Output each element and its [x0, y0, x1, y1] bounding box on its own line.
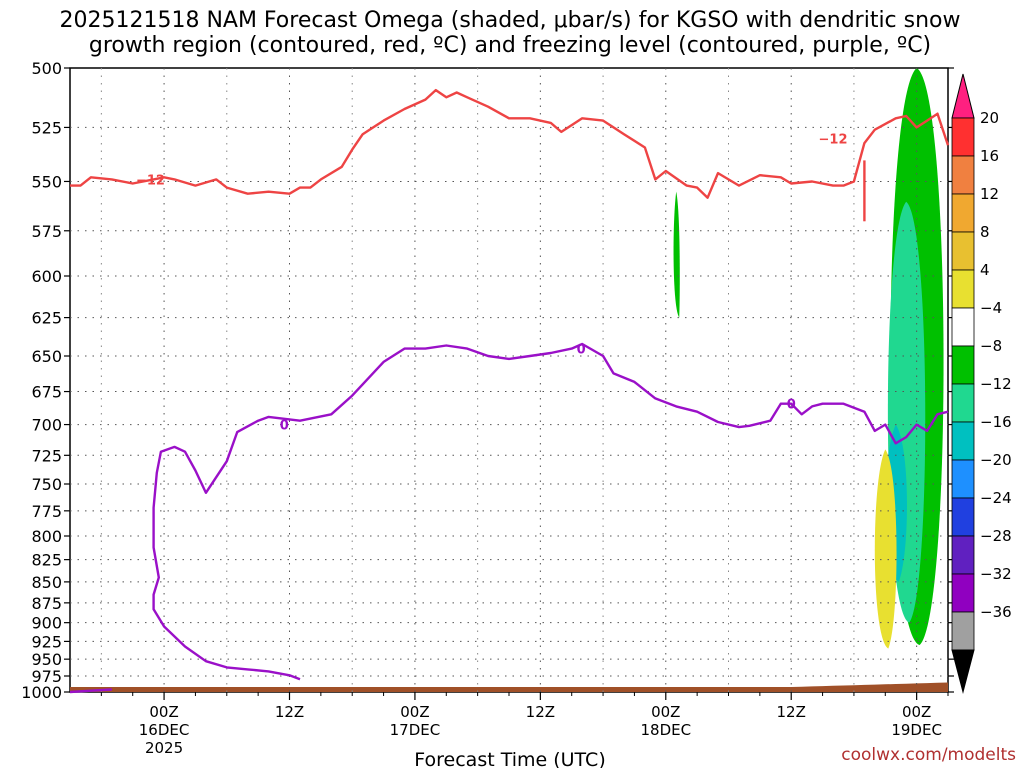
colorbar-segment-0	[951, 117, 975, 157]
colorbar-label-13: −36	[980, 603, 1012, 621]
colorbar-label-1: 16	[980, 147, 999, 165]
omega-region-4	[673, 191, 680, 318]
x-tick-year-0: 2025	[145, 739, 183, 757]
plot-border	[69, 67, 949, 693]
colorbar-label-11: −28	[980, 527, 1012, 545]
colorbar-label-2: 12	[980, 185, 999, 203]
colorbar-label-9: −20	[980, 451, 1012, 469]
y-tick-label-825: 825	[31, 551, 62, 570]
terrain	[70, 682, 948, 692]
colorbar-segment-12	[951, 573, 975, 613]
colorbar-segment-6	[951, 345, 975, 385]
colorbar-label-10: −24	[980, 489, 1012, 507]
credit-text: coolwx.com/modelts	[841, 745, 1016, 765]
contour-label-zero-2: 0	[787, 398, 796, 413]
colorbar-label-5: −4	[980, 299, 1002, 317]
colorbar-segment-13	[951, 611, 975, 651]
chart-title-line1: 2025121518 NAM Forecast Omega (shaded, μ…	[59, 8, 960, 33]
colorbar-label-3: 8	[980, 223, 990, 241]
y-tick-label-675: 675	[31, 383, 62, 402]
contour-line-2	[152, 342, 949, 681]
x-tick-label-72: 00Z	[902, 703, 931, 721]
x-tick-label-12: 12Z	[275, 703, 304, 721]
y-tick-label-525: 525	[31, 118, 62, 137]
x-tick-label-48: 00Z	[651, 703, 680, 721]
y-tick-label-775: 775	[31, 502, 62, 521]
y-tick-label-1000: 1000	[21, 683, 62, 702]
y-axis: 500 525 550 575 600 625 650 675 700 725 750 775 800 8…	[21, 59, 954, 702]
y-tick-label-925: 925	[31, 632, 62, 651]
x-tick-label-0: 00Z	[149, 703, 178, 721]
colorbar-segment-3	[951, 231, 975, 271]
colorbar-segment-4	[951, 269, 975, 309]
colorbar-bottom-arrow	[951, 649, 975, 694]
contour-label-zero-1: 0	[577, 343, 586, 358]
plot-area: −12 −12 0 0 0	[69, 67, 950, 694]
x-tick-date-48: 18DEC	[640, 721, 691, 739]
y-tick-label-850: 850	[31, 573, 62, 592]
y-tick-label-875: 875	[31, 594, 62, 613]
colorbar-top-arrow	[951, 73, 975, 119]
x-tick-date-0: 16DEC	[139, 721, 190, 739]
colorbar-segment-11	[951, 535, 975, 575]
y-tick-label-975: 975	[31, 667, 62, 686]
y-tick-label-650: 650	[31, 347, 62, 366]
y-tick-label-725: 725	[31, 446, 62, 465]
omega-region-3	[874, 449, 897, 649]
y-tick-label-500: 500	[31, 59, 62, 78]
terrain-fill	[70, 682, 948, 692]
contour-label-zero-0: 0	[280, 419, 289, 434]
contour-label-minus12-0: −12	[136, 173, 165, 188]
colorbar-label-12: −32	[980, 565, 1012, 583]
colorbar-label-8: −16	[980, 413, 1012, 431]
y-tick-label-550: 550	[31, 172, 62, 191]
y-tick-label-950: 950	[31, 650, 62, 669]
x-tick-label-36: 12Z	[526, 703, 555, 721]
colorbar-segment-9	[951, 459, 975, 499]
colorbar-segment-8	[951, 421, 975, 461]
y-tick-label-800: 800	[31, 527, 62, 546]
x-tick-label-60: 12Z	[777, 703, 806, 721]
colorbar-label-6: −8	[980, 337, 1002, 355]
x-tick-label-24: 00Z	[400, 703, 429, 721]
colorbar-segment-10	[951, 497, 975, 537]
y-tick-label-750: 750	[31, 475, 62, 494]
x-tick-date-24: 17DEC	[390, 721, 441, 739]
contours: −12 −12 0 0 0	[69, 88, 950, 694]
colorbar-segment-5	[951, 307, 975, 347]
y-tick-label-900: 900	[31, 614, 62, 633]
colorbar-label-4: 4	[980, 261, 990, 279]
y-tick-label-700: 700	[31, 416, 62, 435]
colorbar-segment-2	[951, 193, 975, 233]
colorbar-segment-7	[951, 383, 975, 423]
contour-line-0	[70, 88, 950, 199]
colorbar-label-0: 20	[980, 109, 999, 127]
contour-line-3	[69, 688, 112, 694]
y-tick-label-600: 600	[31, 267, 62, 286]
chart-title-line2: growth region (contoured, red, ºC) and f…	[89, 33, 931, 58]
x-tick-date-72: 19DEC	[891, 721, 942, 739]
omega-shading	[673, 68, 944, 649]
colorbar: 20 16 12 8 4 −4 −8 −12 −16 −20 −24 −28 −32 −36	[951, 73, 1012, 694]
colorbar-segment-1	[951, 155, 975, 195]
colorbar-label-7: −12	[980, 375, 1012, 393]
y-tick-label-575: 575	[31, 222, 62, 241]
x-axis-label: Forecast Time (UTC)	[414, 749, 605, 768]
contour-label-minus12-1: −12	[819, 133, 848, 148]
y-tick-label-625: 625	[31, 309, 62, 328]
